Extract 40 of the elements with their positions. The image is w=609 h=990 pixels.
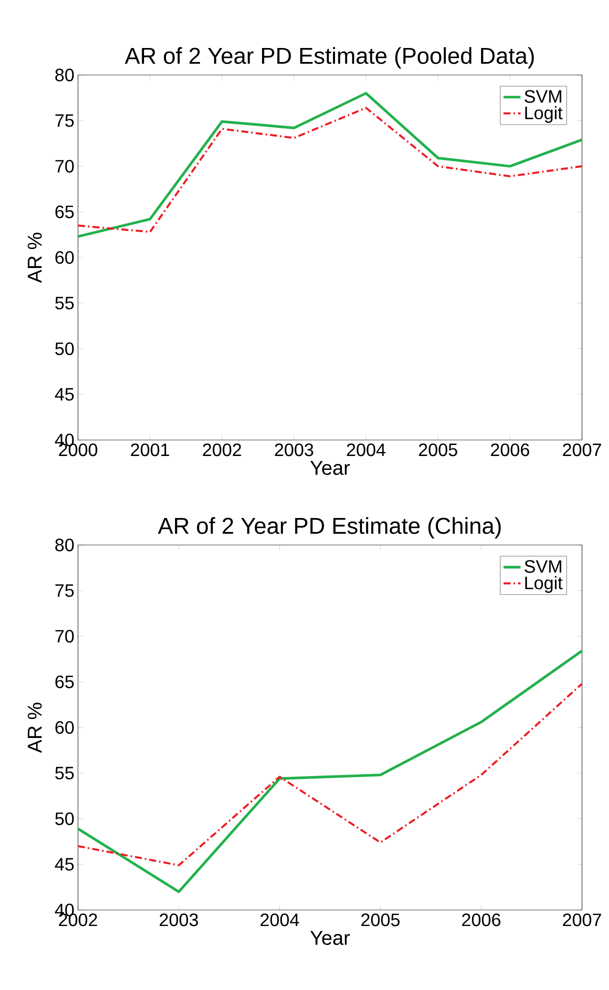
line-series [76, 650, 584, 894]
chart-title: AR of 2 Year PD Estimate (Pooled Data) [124, 47, 534, 68]
x-tick-label: 2003 [274, 444, 314, 456]
x-tick-label: 2004 [260, 914, 300, 926]
x-tick-label: 2005 [418, 444, 458, 456]
y-tick-label: 45 [54, 858, 74, 871]
x-tick-label: 2005 [361, 914, 400, 926]
y-tick-label: 65 [55, 676, 74, 688]
y-axis-title: AR % [28, 702, 42, 753]
x-tick-label: 2006 [462, 914, 500, 926]
y-tick-label: 65 [55, 206, 74, 218]
x-axis-title: Year [310, 461, 350, 475]
y-axis-title: AR % [28, 232, 42, 283]
x-tick-label: 2006 [490, 444, 530, 456]
y-tick-label: 50 [55, 812, 74, 826]
x-tick-label: 2003 [160, 914, 198, 926]
x-tick-label: 2004 [346, 444, 386, 456]
x-tick-label: 2007 [562, 914, 602, 926]
y-tick-label: 75 [55, 114, 74, 127]
legend-label: SVM [524, 560, 562, 573]
legend-label: SVM [524, 90, 562, 103]
y-tick-label: 50 [55, 342, 74, 356]
y-tick-label: 70 [55, 630, 74, 643]
y-tick-label: 45 [54, 388, 74, 401]
x-tick-label: 2002 [202, 444, 242, 456]
line-series [77, 682, 584, 866]
x-axis-title: Year [310, 931, 350, 945]
y-tick-label: 55 [55, 296, 74, 310]
legend-label: Logit [525, 106, 563, 123]
x-tick-label: 2007 [562, 444, 602, 456]
y-tick-label: 75 [55, 584, 74, 597]
y-tick-label: 55 [55, 766, 74, 780]
x-tick-label: 2001 [130, 444, 170, 456]
y-tick-label: 60 [55, 721, 74, 734]
y-tick-label: 70 [55, 160, 74, 173]
y-tick-label: 60 [55, 251, 74, 264]
y-tick-label: 80 [55, 68, 74, 82]
chart-title: AR of 2 Year PD Estimate (China) [158, 517, 501, 539]
legend-label: Logit [525, 576, 563, 593]
y-tick-label: 80 [55, 538, 74, 552]
